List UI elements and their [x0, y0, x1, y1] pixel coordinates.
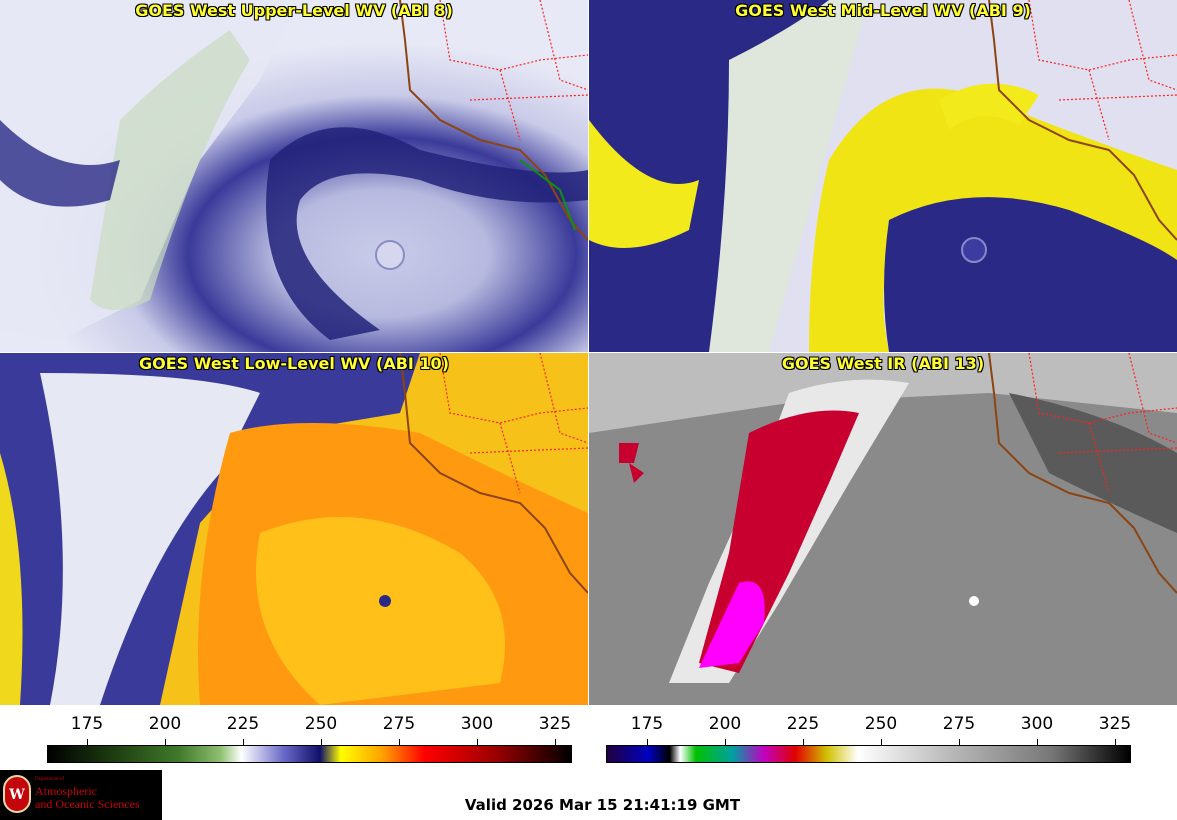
upper-level-wv-image — [0, 0, 588, 352]
valid-time: Valid 2026 Mar 15 21:41:19 GMT — [464, 796, 741, 814]
colorbar-tick-label: 250 — [304, 714, 338, 734]
panel-title: GOES West Low-Level WV (ABI 10) — [138, 354, 449, 373]
colorbar-tick — [647, 739, 648, 745]
colorbar-tick — [555, 739, 556, 745]
panel-low-level-wv: GOES West Low-Level WV (ABI 10) — [0, 353, 588, 705]
colorbar-tick — [321, 739, 322, 745]
colorbar-tick-label: 175 — [630, 714, 664, 734]
colorbar-tick — [165, 739, 166, 745]
colorbar-tick-label: 275 — [942, 714, 976, 734]
colorbar-tick — [399, 739, 400, 745]
logo-line-2: and Oceanic Sciences — [35, 797, 140, 811]
panel-title: GOES West IR (ABI 13) — [781, 354, 985, 373]
colorbar-tick — [243, 739, 244, 745]
panel-mid-level-wv: GOES West Mid-Level WV (ABI 9) — [589, 0, 1177, 352]
colorbar-tick-label: 325 — [538, 714, 572, 734]
logo-line-1: Atmospheric — [35, 784, 97, 798]
colorbar-tick-label: 300 — [1020, 714, 1054, 734]
colorbar-tick-label: 225 — [226, 714, 260, 734]
colorbar-right: 175 200 225 250 275 300 325 — [589, 705, 1177, 765]
panel-upper-level-wv: GOES West Upper-Level WV (ABI 8) — [0, 0, 588, 352]
panel-title: GOES West Mid-Level WV (ABI 9) — [735, 1, 1031, 20]
colorbar-tick — [477, 739, 478, 745]
colorbar-tick — [87, 739, 88, 745]
mid-level-wv-image — [589, 0, 1177, 352]
colorbar-tick — [959, 739, 960, 745]
colorbar-tick — [1037, 739, 1038, 745]
colorbar-tick — [803, 739, 804, 745]
colorbar-right-gradient — [606, 745, 1131, 763]
seal-letter: W — [9, 787, 25, 803]
panel-title: GOES West Upper-Level WV (ABI 8) — [135, 1, 453, 20]
uw-seal-icon: W — [3, 775, 31, 813]
low-level-wv-image — [0, 353, 588, 705]
colorbar-tick-label: 325 — [1098, 714, 1132, 734]
colorbar-tick — [1115, 739, 1116, 745]
logo-dept: Department of — [35, 777, 65, 782]
aos-logo: W Department of Atmospheric and Oceanic … — [0, 770, 162, 820]
colorbar-left: 175 200 225 250 275 300 325 — [0, 705, 589, 765]
ir-image — [589, 353, 1177, 705]
colorbar-tick-label: 275 — [382, 714, 416, 734]
colorbar-tick-label: 250 — [864, 714, 898, 734]
colorbar-tick — [881, 739, 882, 745]
colorbar-left-gradient — [47, 745, 572, 763]
colorbar-tick — [725, 739, 726, 745]
colorbar-tick-label: 200 — [148, 714, 182, 734]
colorbar-tick-label: 200 — [708, 714, 742, 734]
colorbar-tick-label: 225 — [786, 714, 820, 734]
colorbar-tick-label: 300 — [460, 714, 494, 734]
panel-ir: GOES West IR (ABI 13) — [589, 353, 1177, 705]
colorbar-tick-label: 175 — [70, 714, 104, 734]
